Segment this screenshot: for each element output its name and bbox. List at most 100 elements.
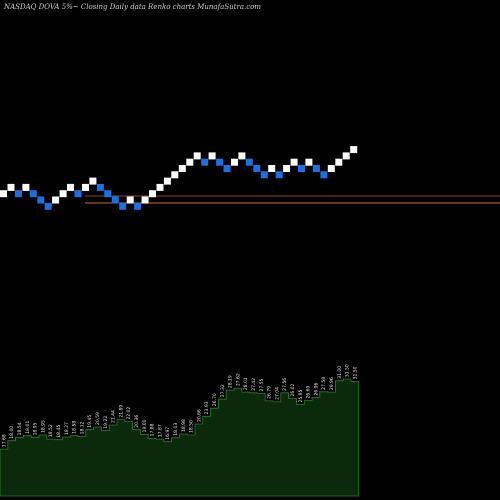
down-brick [298, 165, 305, 172]
volume-label: 18.12 [79, 421, 85, 434]
down-brick [44, 202, 52, 210]
down-brick [320, 171, 328, 179]
up-brick [335, 158, 343, 166]
volume-label: 19.00 [142, 419, 148, 432]
up-brick [22, 183, 30, 191]
chart-title: NASDAQ DOVA 5%~ Closing Daily data Renko… [3, 3, 261, 11]
up-brick [149, 190, 156, 198]
up-brick [0, 190, 7, 198]
down-brick [260, 171, 268, 179]
up-brick [126, 196, 134, 204]
up-brick [178, 165, 186, 172]
volume-label: 18.03 [173, 423, 179, 436]
up-brick [290, 158, 298, 166]
up-brick [156, 183, 164, 191]
down-brick [253, 165, 261, 172]
up-brick [268, 165, 276, 172]
up-brick [82, 183, 89, 191]
down-brick [245, 158, 253, 166]
volume-label: 26.79 [267, 386, 273, 399]
up-brick [327, 165, 335, 172]
volume-label: 18.58 [72, 421, 78, 434]
up-brick [238, 152, 246, 160]
volume-label: 18.00 [9, 426, 15, 439]
volume-label: 20.66 [196, 409, 202, 422]
volume-label: 17.68 [1, 434, 7, 447]
up-brick [163, 177, 171, 185]
up-brick [171, 171, 179, 179]
down-brick [134, 202, 142, 210]
up-brick [52, 196, 60, 204]
volume-label: 18.98 [181, 419, 187, 432]
volume-area [0, 378, 360, 497]
volume-label: 21.89 [118, 405, 124, 418]
up-brick [186, 158, 194, 166]
volume-label: 26.96 [313, 382, 319, 395]
volume-label: 21.44 [111, 410, 117, 423]
volume-label: 26.70 [212, 393, 218, 406]
volume-label: 22.02 [126, 407, 132, 420]
volume-label: 26.69 [306, 385, 312, 398]
down-brick [275, 171, 283, 179]
volume-label: 28.19 [228, 375, 234, 388]
volume-label: 20.59 [95, 412, 101, 425]
down-brick [223, 165, 231, 172]
volume-label: 18.27 [64, 422, 70, 435]
down-brick [312, 165, 320, 172]
renko-bricks [0, 146, 358, 210]
down-brick [111, 196, 119, 204]
down-brick [14, 190, 22, 198]
up-brick [283, 165, 291, 172]
volume-label: 16.97 [165, 427, 171, 440]
volume-label: 19.45 [87, 415, 93, 428]
volume-label: 18.45 [56, 425, 62, 438]
volume-label: 17.88 [150, 423, 156, 436]
volume-label: 26.02 [290, 383, 296, 396]
volume-label: 18.95 [33, 422, 39, 435]
up-brick [67, 183, 74, 191]
volume-label: 27.32 [220, 384, 226, 397]
volume-label: 18.52 [48, 424, 54, 437]
up-brick [231, 158, 238, 166]
volume-label: 23.93 [204, 401, 210, 414]
up-brick [350, 146, 358, 154]
down-brick [96, 183, 104, 191]
volume-area-path [0, 378, 360, 497]
volume-label: 20.36 [134, 415, 140, 428]
volume-label: 19.22 [103, 416, 109, 429]
down-brick [74, 190, 82, 198]
volume-label: 27.42 [251, 378, 257, 391]
volume-label: 17.87 [157, 424, 163, 437]
down-brick [104, 190, 112, 198]
up-brick [342, 152, 350, 160]
volume-label: 31.00 [337, 366, 343, 379]
down-brick [201, 158, 209, 166]
down-brick [119, 202, 127, 210]
volume-label: 25.95 [298, 389, 304, 402]
volume-label: 18.50 [189, 420, 195, 433]
up-brick [193, 152, 201, 160]
volume-label: 27.62 [235, 373, 241, 386]
up-brick [208, 152, 216, 160]
volume-label: 28.01 [243, 377, 249, 390]
volume-label: 27.04 [274, 387, 280, 400]
volume-label: 27.58 [321, 377, 327, 390]
volume-label: 29.96 [329, 377, 335, 390]
up-brick [141, 196, 149, 204]
up-brick [305, 158, 313, 166]
volume-label: 18.01 [25, 421, 31, 434]
down-brick [37, 196, 45, 204]
down-brick [216, 158, 224, 166]
volume-label: 18.95 [40, 420, 46, 433]
up-brick [7, 183, 15, 191]
volume-label: 31.50 [352, 366, 358, 379]
volume-label: 27.56 [282, 378, 288, 391]
volume-label: 31.50 [345, 364, 351, 377]
up-brick [59, 190, 67, 198]
volume-label: 27.55 [259, 378, 265, 391]
up-brick [89, 177, 97, 185]
down-brick [29, 190, 37, 198]
volume-label: 18.54 [17, 422, 23, 435]
